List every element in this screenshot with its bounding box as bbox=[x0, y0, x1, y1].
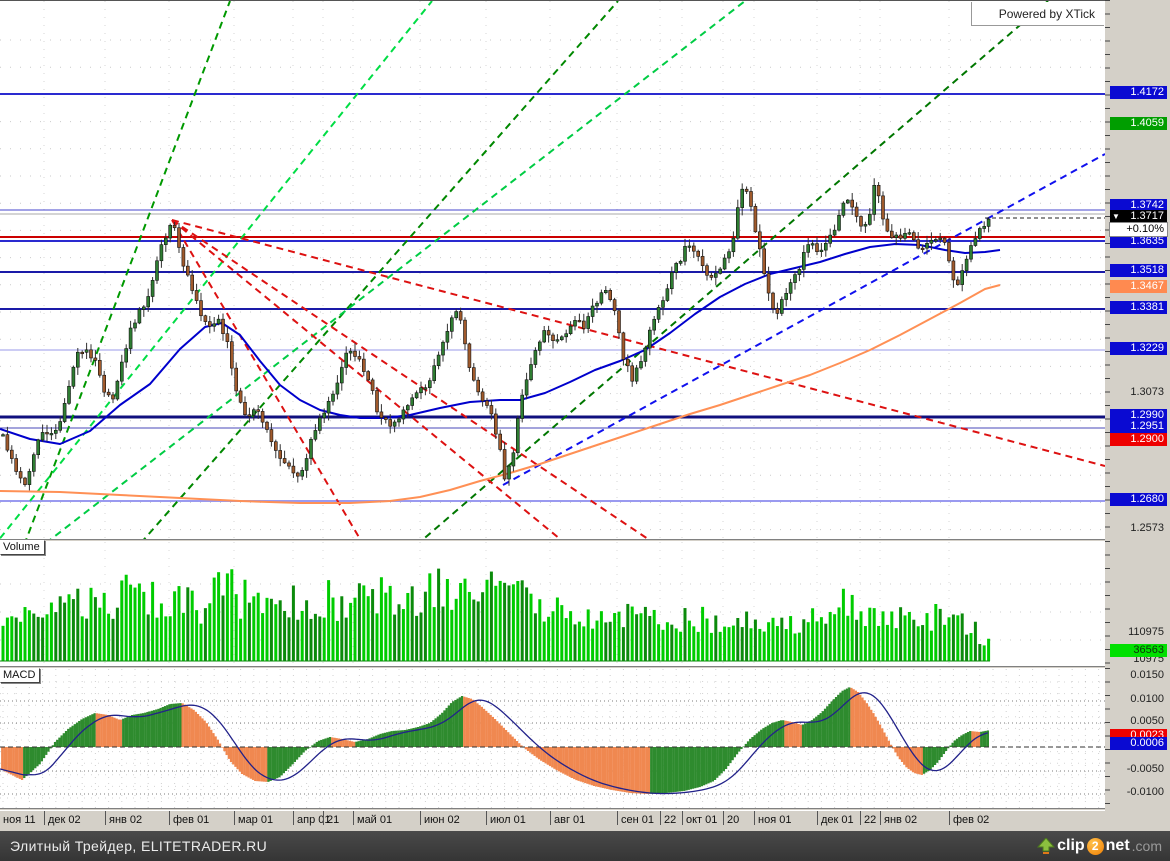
pane-separator[interactable] bbox=[0, 666, 1105, 669]
time-axis-label: янв 02 bbox=[109, 814, 143, 826]
price-axis-label: 1.2951 bbox=[1110, 420, 1167, 433]
time-axis-tick bbox=[44, 811, 45, 825]
time-axis-label: апр 01 bbox=[297, 814, 331, 826]
clip2net-arrow-icon bbox=[1037, 837, 1056, 854]
pane-separator bbox=[0, 808, 1105, 811]
time-axis-label: дек 01 bbox=[821, 814, 854, 826]
time-axis-label: 22 bbox=[664, 814, 677, 826]
price-axis-label: 1.3742 bbox=[1110, 199, 1167, 212]
time-axis-label: фев 01 bbox=[173, 814, 210, 826]
time-axis-tick bbox=[860, 811, 861, 825]
macd-pane-canvas[interactable] bbox=[0, 669, 1105, 808]
macd-axis-label: 0.0006 bbox=[1110, 737, 1167, 750]
time-axis-tick bbox=[323, 811, 324, 825]
time-axis-tick bbox=[723, 811, 724, 825]
time-axis-label: 21 bbox=[327, 814, 340, 826]
time-axis-tick bbox=[105, 811, 106, 825]
powered-by-label: Powered by XTick bbox=[971, 2, 1104, 26]
time-axis-label: мар 01 bbox=[238, 814, 274, 826]
time-axis-tick bbox=[550, 811, 551, 825]
volume-axis-ticks bbox=[1105, 541, 1110, 665]
price-axis-label: +0.10% bbox=[1109, 222, 1168, 237]
time-axis-label: авг 01 bbox=[554, 814, 586, 826]
time-axis-label: сен 01 bbox=[621, 814, 654, 826]
time-axis-tick bbox=[169, 811, 170, 825]
macd-pane-button[interactable]: MACD bbox=[0, 668, 41, 683]
price-axis-label: 1.2990 bbox=[1110, 409, 1167, 422]
price-axis-ticks bbox=[1105, 0, 1110, 538]
time-axis-tick bbox=[353, 811, 354, 825]
time-axis-tick bbox=[293, 811, 294, 825]
time-axis-tick bbox=[880, 811, 881, 825]
time-axis-label: 22 bbox=[864, 814, 877, 826]
macd-axis-label: 0.0150 bbox=[1130, 669, 1164, 681]
time-axis-label: янв 02 bbox=[884, 814, 918, 826]
price-axis-label: 1.4059 bbox=[1110, 117, 1167, 130]
current-price-marker-icon: ▼ bbox=[1112, 212, 1120, 221]
time-axis-tick bbox=[486, 811, 487, 825]
time-axis-tick bbox=[754, 811, 755, 825]
price-axis-label: 1.3381 bbox=[1110, 301, 1167, 314]
time-axis-tick bbox=[949, 811, 950, 825]
price-axis-label: 1.4172 bbox=[1110, 86, 1167, 99]
time-axis-label: фев 02 bbox=[953, 814, 990, 826]
status-bar: Элитный Трейдер, ELITETRADER.RU clip 2 n… bbox=[0, 831, 1170, 861]
price-axis-label: 1.3073 bbox=[1130, 386, 1164, 398]
watermark-dotcom-text: .com bbox=[1131, 838, 1162, 854]
watermark-two-badge: 2 bbox=[1086, 837, 1104, 855]
time-axis-label: июл 01 bbox=[490, 814, 526, 826]
time-axis-tick bbox=[234, 811, 235, 825]
price-axis-label: 1.3635 bbox=[1110, 235, 1167, 248]
time-axis-label: ноя 11 bbox=[3, 814, 36, 826]
price-axis-label: 1.2573 bbox=[1130, 522, 1164, 534]
macd-axis-label: -0.0100 bbox=[1126, 786, 1164, 798]
time-axis-label: ноя 01 bbox=[758, 814, 792, 826]
price-pane-canvas[interactable] bbox=[0, 1, 1105, 539]
price-axis-label: 1.3518 bbox=[1110, 264, 1167, 277]
macd-axis-label: 0.0100 bbox=[1130, 693, 1164, 705]
watermark-net-text: net bbox=[1105, 837, 1130, 854]
price-axis-label: 1.3467 bbox=[1110, 280, 1167, 293]
time-axis-tick bbox=[682, 811, 683, 825]
status-bar-text: Элитный Трейдер, ELITETRADER.RU bbox=[10, 838, 268, 854]
time-axis-label: окт 01 bbox=[686, 814, 718, 826]
price-axis-label: 1.2680 bbox=[1110, 493, 1167, 506]
volume-axis-label: 36563 bbox=[1110, 644, 1167, 657]
price-axis-label: 1.2900 bbox=[1110, 433, 1167, 446]
time-axis-label: дек 02 bbox=[48, 814, 81, 826]
chart-region: ноя 11 дек 02 янв 02 фев 01 мар 01 апр 01 21 ма… bbox=[0, 0, 1105, 832]
time-axis-label: май 01 bbox=[357, 814, 393, 826]
macd-axis-ticks bbox=[1105, 668, 1110, 807]
time-axis-tick bbox=[617, 811, 618, 825]
price-axis-label: 1.3229 bbox=[1110, 342, 1167, 355]
macd-axis-label: -0.0050 bbox=[1126, 763, 1164, 775]
volume-pane-button[interactable]: Volume bbox=[0, 540, 45, 555]
time-axis: ноя 11 дек 02 янв 02 фев 01 мар 01 апр 01 21 ма… bbox=[0, 811, 1105, 832]
price-axis-label: ▼ 1.3717 bbox=[1110, 210, 1167, 223]
pane-separator[interactable] bbox=[0, 539, 1105, 542]
volume-axis-label: 110975 bbox=[1128, 626, 1164, 638]
time-axis-label: июн 02 bbox=[424, 814, 460, 826]
time-axis-label: 20 bbox=[727, 814, 740, 826]
volume-pane-canvas[interactable] bbox=[0, 542, 1105, 666]
macd-axis-label: 0.0050 bbox=[1130, 715, 1164, 727]
time-axis-tick bbox=[420, 811, 421, 825]
clip2net-watermark[interactable]: clip 2 net .com bbox=[1037, 835, 1162, 857]
time-axis-tick bbox=[817, 811, 818, 825]
time-axis-tick bbox=[660, 811, 661, 825]
watermark-clip-text: clip bbox=[1057, 837, 1085, 854]
price-axis-column: 1.4172 1.4059 1.3742 ▼ 1.3717 +0.10% 1.3635 1.3… bbox=[1105, 0, 1170, 831]
